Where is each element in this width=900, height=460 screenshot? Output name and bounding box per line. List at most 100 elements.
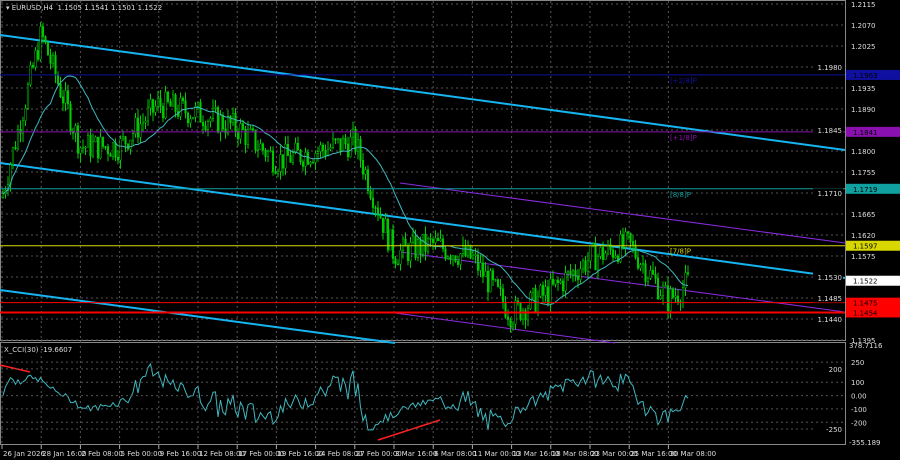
x-tick-label: 30 Mar 08:00 [669,450,716,458]
y-tick-label: 1.1530 [818,274,843,282]
candle [304,152,307,167]
candle [586,260,590,272]
candle [309,161,312,165]
candle [141,122,145,125]
trend-channel-line [0,34,846,151]
candle [76,125,80,154]
price-tag-text: 1.1963 [853,72,878,80]
cci-tick-label-backing [813,364,843,374]
candle [206,121,210,130]
candle [354,128,357,152]
candle [661,285,665,297]
candle [59,83,62,98]
candle [151,99,155,113]
candle [314,153,317,163]
candle [174,94,177,112]
x-tick-label: 19 Feb 16:00 [277,450,323,458]
candle [246,129,250,145]
candle [231,112,235,124]
candle [209,118,212,122]
current-price-tag-text: 1.1522 [853,278,878,286]
candle [356,139,360,152]
candle [456,261,460,265]
candle [341,137,345,152]
candle [626,231,630,234]
y-tick-label: 1.2115 [851,1,876,9]
x-tick-label: 25 Mar 16:00 [630,450,677,458]
y-tick-label: 1.1935 [851,85,876,93]
candle [166,91,170,102]
candle [614,255,617,258]
candle [14,147,17,150]
symbol-dropdown-icon[interactable]: ▾ [6,4,12,12]
candle [299,149,302,162]
candle [484,271,487,277]
candle [351,128,355,138]
candle [31,65,35,68]
candle [576,275,580,280]
candle [521,310,525,320]
cci-max-label: 378.7116 [849,342,883,350]
candle [96,136,100,159]
candle [684,272,687,288]
trend-channel-line [399,182,846,244]
candle [344,137,347,145]
y-tick-label-backing [813,314,843,324]
candle [86,134,90,148]
candle [79,147,82,154]
candle [531,288,535,293]
y-tick-label: 1.1440 [818,316,843,324]
candle [24,108,27,122]
candle [369,190,372,199]
candle [276,171,280,174]
candle [629,232,632,242]
candle [101,136,105,147]
candle [121,136,125,139]
candle [409,242,412,261]
candle [164,91,167,119]
y-tick-label: 1.1980 [818,64,843,72]
x-tick-label: 26 Jan 2026 [3,450,46,458]
candle [674,295,677,298]
candle [571,270,575,275]
candle [386,218,390,251]
candle [384,218,387,233]
candle [389,229,392,251]
candle [549,278,552,305]
candle [396,263,400,266]
candle [216,107,220,133]
candle [44,36,47,43]
candle [316,151,320,154]
cci-tick-label: -100 [851,406,867,414]
candle [536,296,540,313]
candle [284,144,287,169]
price-tag-text: 1.1597 [853,243,878,251]
candle [436,237,440,242]
candle [249,128,252,130]
candle [434,237,437,243]
candle [1,193,5,198]
candle [41,26,45,37]
candle [509,319,512,327]
x-tick-label: 17 Feb 00:00 [238,450,284,458]
candle [169,101,172,107]
candle [666,285,670,312]
candle [641,263,645,265]
candle [651,270,655,275]
candle [364,169,367,175]
candle [406,246,410,261]
candle [241,123,245,130]
candle [471,255,475,259]
candle [594,243,597,271]
candle [54,55,57,76]
candle [214,107,217,109]
candle [286,144,290,156]
trend-channel-line [394,312,616,344]
candle [656,278,660,299]
candle [326,148,330,156]
candle [671,289,675,298]
candle [489,270,492,293]
candle [524,310,527,321]
